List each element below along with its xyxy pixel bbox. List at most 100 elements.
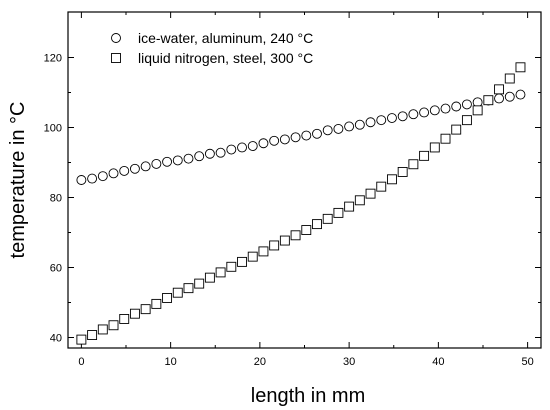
data-point-circle xyxy=(237,142,247,153)
data-point-circle xyxy=(247,141,258,152)
x-tick-label: 20 xyxy=(254,356,266,368)
data-point-circle xyxy=(419,107,430,118)
data-point-square xyxy=(461,115,472,126)
data-point-circle xyxy=(140,161,151,172)
data-point-circle xyxy=(451,101,462,112)
data-point-circle xyxy=(387,113,397,124)
data-point-square xyxy=(140,304,151,315)
legend-marker-square xyxy=(111,53,121,63)
x-tick-label: 30 xyxy=(343,356,355,368)
data-point-circle xyxy=(162,156,173,167)
data-point-circle xyxy=(376,115,387,126)
data-point-circle xyxy=(322,125,333,136)
legend: ice-water, aluminum, 240 °C liquid nitro… xyxy=(111,30,313,66)
data-point-circle xyxy=(290,132,301,143)
data-point-circle xyxy=(504,91,515,102)
data-point-circle xyxy=(119,165,130,176)
data-point-circle xyxy=(408,109,419,120)
marks-layer xyxy=(76,62,526,345)
data-point-square xyxy=(472,105,483,116)
data-point-square xyxy=(483,95,494,106)
data-point-circle xyxy=(87,173,98,184)
data-point-circle xyxy=(344,121,355,132)
data-point-circle xyxy=(515,89,526,100)
data-point-circle xyxy=(333,123,344,134)
y-tick-label: 100 xyxy=(44,123,62,135)
data-point-square xyxy=(440,133,451,144)
data-point-circle xyxy=(461,99,472,110)
data-point-square xyxy=(322,213,333,224)
data-point-square xyxy=(408,159,419,170)
data-point-circle xyxy=(194,151,205,162)
legend-marker-circle xyxy=(111,33,121,43)
data-point-square xyxy=(194,278,205,289)
y-tick-label: 80 xyxy=(50,193,62,205)
data-point-circle xyxy=(301,130,312,141)
data-point-square xyxy=(97,324,108,335)
data-point-square xyxy=(387,174,397,185)
data-point-square xyxy=(419,150,430,161)
data-point-circle xyxy=(440,103,451,114)
data-point-square xyxy=(301,225,312,236)
x-tick-label: 10 xyxy=(165,356,177,368)
data-point-square xyxy=(76,334,87,345)
data-point-circle xyxy=(129,163,140,174)
data-point-square xyxy=(215,267,226,278)
data-point-circle xyxy=(354,119,365,130)
data-point-circle xyxy=(204,148,215,159)
data-point-circle xyxy=(429,105,440,116)
data-point-square xyxy=(172,287,183,298)
plot-frame xyxy=(67,11,542,349)
legend-label-1: liquid nitrogen, steel, 300 °C xyxy=(138,50,313,66)
data-point-circle xyxy=(76,175,87,185)
data-point-square xyxy=(451,124,462,135)
data-point-circle xyxy=(494,93,505,104)
data-point-square xyxy=(151,298,162,309)
x-tick-label: 0 xyxy=(78,356,84,368)
data-point-square xyxy=(108,320,119,331)
data-point-circle xyxy=(183,153,194,164)
data-point-square xyxy=(119,314,130,324)
data-point-square xyxy=(333,207,344,218)
y-tick-label: 60 xyxy=(50,263,62,275)
y-tick-label: 40 xyxy=(50,333,62,345)
x-tick-label: 40 xyxy=(432,356,444,368)
x-axis-label: length in mm xyxy=(251,385,366,407)
data-point-square xyxy=(162,293,173,303)
data-point-square xyxy=(376,181,387,192)
data-point-square xyxy=(365,188,376,199)
data-point-circle xyxy=(258,138,269,149)
data-point-square xyxy=(429,142,440,153)
data-point-square xyxy=(247,251,258,262)
data-point-square xyxy=(290,230,301,241)
data-point-circle xyxy=(108,168,119,179)
data-point-circle xyxy=(215,147,226,158)
data-point-square xyxy=(515,62,526,73)
data-point-square xyxy=(397,166,408,177)
y-axis-label: temperature in °C xyxy=(7,102,29,259)
data-point-square xyxy=(504,73,515,84)
data-point-square xyxy=(279,235,290,246)
data-point-circle xyxy=(279,134,290,145)
data-point-circle xyxy=(365,117,376,128)
data-point-square xyxy=(226,261,237,272)
data-point-circle xyxy=(397,111,408,122)
data-point-circle xyxy=(269,135,280,146)
data-point-circle xyxy=(151,158,162,169)
x-tick-label: 50 xyxy=(521,356,533,368)
data-point-square xyxy=(494,84,505,95)
data-point-circle xyxy=(312,128,322,139)
data-point-circle xyxy=(97,171,108,182)
data-point-square xyxy=(312,219,322,230)
data-point-square xyxy=(354,195,365,206)
data-point-circle xyxy=(172,155,183,166)
legend-label-0: ice-water, aluminum, 240 °C xyxy=(138,30,313,46)
data-point-square xyxy=(87,330,98,340)
data-point-square xyxy=(204,272,215,283)
data-point-square xyxy=(258,246,269,257)
data-point-square xyxy=(129,308,140,319)
y-tick-label: 120 xyxy=(44,53,62,65)
data-point-circle xyxy=(226,144,237,155)
data-point-square xyxy=(344,201,355,212)
